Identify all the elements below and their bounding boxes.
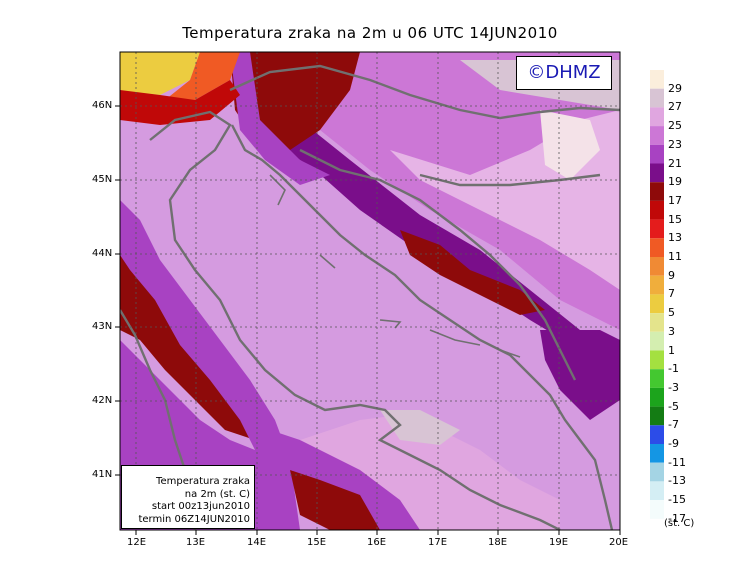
island-2	[319, 254, 336, 269]
legend-value-label: 7	[668, 287, 675, 301]
lat-label-45n: 45N	[92, 174, 113, 185]
lat-label-41n: 41N	[92, 469, 113, 480]
field-corner-yellow	[120, 52, 200, 95]
legend-value-label: -1	[668, 362, 679, 376]
info-line-3: start 00z13jun2010	[151, 501, 250, 512]
legend-swatch	[650, 182, 664, 201]
lat-label-46n: 46N	[92, 100, 113, 111]
legend-swatch	[650, 369, 664, 388]
map-title: Temperatura zraka na 2m u 06 UTC 14JUN20…	[182, 24, 558, 42]
legend-value-label: 21	[668, 156, 682, 170]
lon-label-18e: 18E	[488, 537, 508, 548]
legend-value-label: -15	[668, 493, 686, 507]
legend-value-label: 9	[668, 268, 675, 282]
legend-value-label: 15	[668, 212, 682, 226]
lon-label-14e: 14E	[247, 537, 267, 548]
field-italy-south-red	[290, 470, 385, 530]
graticule	[120, 52, 620, 530]
legend-value-label: 25	[668, 119, 682, 133]
info-line-4: termin 06Z14JUN2010	[138, 513, 250, 525]
lat-label-44n: 44N	[92, 248, 113, 259]
legend-value-label: -13	[668, 474, 686, 488]
legend-value-label: 3	[668, 324, 675, 338]
legend-swatch	[650, 294, 664, 314]
field-italy-purple	[120, 200, 300, 530]
legend-swatch	[650, 387, 664, 407]
legend-swatch	[650, 500, 664, 519]
legend-value-label: -7	[668, 418, 679, 432]
border-bosnia	[419, 173, 601, 187]
field-sea-pale	[380, 410, 460, 445]
lat-label-43n: 43N	[92, 321, 113, 332]
legend-value-label: 19	[668, 175, 682, 189]
legend-swatch	[650, 350, 664, 370]
legend-value-label: -17	[668, 511, 686, 525]
field-band-dinaric-red	[400, 230, 545, 315]
lon-label-13e: 13E	[186, 537, 206, 548]
legend-unit: (st. C)	[664, 518, 695, 529]
legend-swatch	[650, 257, 664, 276]
legend-swatch	[650, 462, 664, 482]
legend-swatch	[650, 331, 664, 351]
info-line-2: na 2m (st. C)	[184, 488, 250, 500]
legend-swatch	[650, 126, 664, 145]
lat-label-42n: 42N	[92, 395, 113, 406]
legend-value-label: 1	[668, 343, 675, 357]
legend-swatch	[650, 88, 664, 108]
dhmz-logo: ©DHMZ	[516, 56, 612, 90]
legend-swatch	[650, 275, 664, 295]
field-band-purple-ne	[230, 52, 620, 330]
field-corner-orange	[165, 52, 240, 100]
legend-swatch	[650, 444, 664, 463]
legend-swatch	[650, 219, 664, 239]
border-north	[229, 64, 620, 120]
legend-value-label: -3	[668, 380, 679, 394]
legend-swatch	[650, 406, 664, 426]
lon-label-20e: 20E	[609, 537, 629, 548]
legend-swatch	[650, 200, 664, 220]
legend-value-label: 23	[668, 137, 682, 151]
info-box: Temperatura zraka na 2m (st. C) start 00…	[121, 465, 255, 529]
coast-italy-adriatic	[149, 110, 561, 530]
legend-swatch	[650, 238, 664, 257]
legend-value-label: 5	[668, 306, 675, 320]
border-inland	[299, 148, 577, 381]
field-corner-red	[120, 80, 240, 125]
plot-frame	[119, 51, 621, 531]
legend-value-label: -11	[668, 455, 686, 469]
island-3	[379, 319, 402, 329]
ticks	[115, 105, 621, 535]
legend-value-label: 29	[668, 81, 682, 95]
island-5	[499, 349, 521, 358]
field-band-cream-ne	[540, 110, 600, 180]
lon-label-15e: 15E	[307, 537, 327, 548]
legend-value-label: 27	[668, 100, 682, 114]
field-italy-south-purple	[270, 430, 430, 530]
legend-value-label: -9	[668, 437, 679, 450]
lon-label-16e: 16E	[367, 537, 387, 548]
info-line-1: Temperatura zraka	[156, 476, 250, 487]
legend-value-label: 17	[668, 193, 682, 207]
legend-value-label: -5	[668, 399, 679, 413]
legend-value-label: 13	[668, 231, 682, 245]
legend-swatch	[650, 144, 664, 164]
lon-label-12e: 12E	[127, 537, 147, 548]
legend-colorbar	[650, 70, 664, 519]
legend-swatch	[650, 313, 664, 332]
lon-label-19e: 19E	[549, 537, 569, 548]
legend-swatch	[650, 481, 664, 501]
legend-value-label: 11	[668, 250, 682, 263]
legend-swatch	[650, 107, 664, 127]
legend-swatch	[650, 425, 664, 444]
field-band-north-purple	[230, 52, 330, 185]
lon-label-17e: 17E	[428, 537, 448, 548]
legend-swatch	[650, 163, 664, 183]
coast-croatia	[230, 124, 614, 530]
legend-swatch	[650, 70, 664, 89]
